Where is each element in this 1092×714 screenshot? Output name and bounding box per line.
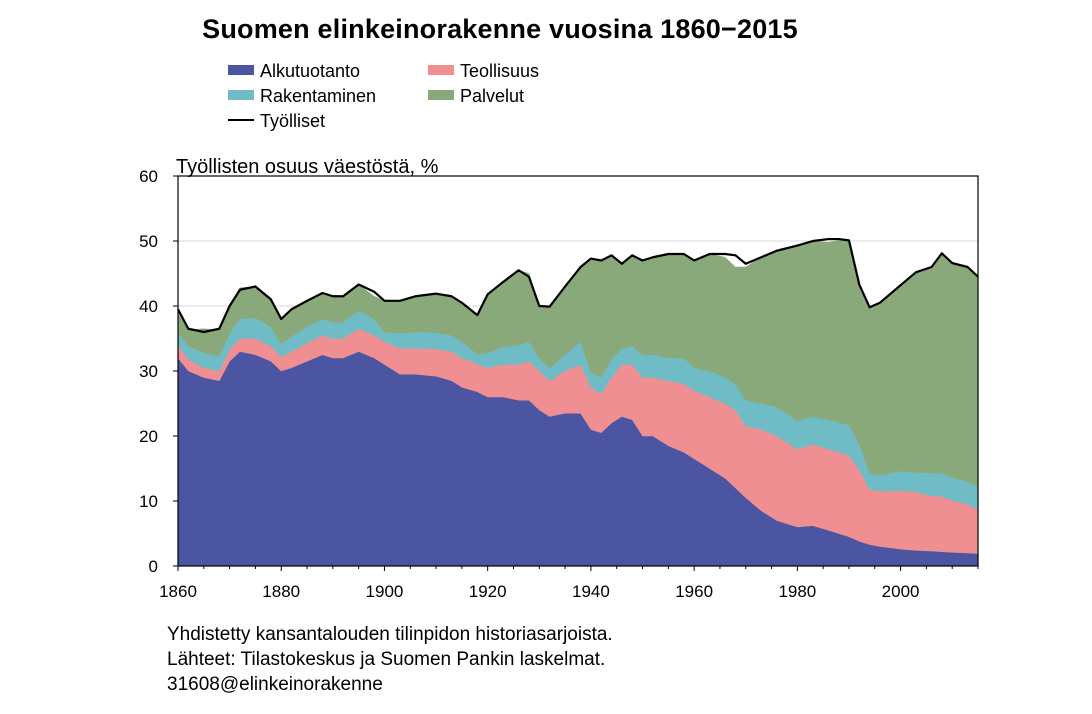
x-tick-label: 1920 xyxy=(469,582,507,601)
y-tick-label: 20 xyxy=(139,427,158,446)
legend-item-alkutuotanto: Alkutuotanto xyxy=(228,60,360,82)
line-tyolliset xyxy=(177,237,979,334)
y-tick-label: 30 xyxy=(139,362,158,381)
legend-label: Teollisuus xyxy=(460,61,540,81)
legend-item-rakentaminen: Rakentaminen xyxy=(228,85,376,107)
x-tick-label: 1900 xyxy=(366,582,404,601)
legend-swatch-rakentaminen xyxy=(228,90,254,101)
legend: Alkutuotanto Teollisuus Rakentaminen Pal… xyxy=(228,60,588,136)
chart-title: Suomen elinkeinorakenne vuosina 1860−201… xyxy=(202,14,798,44)
legend-label: Palvelut xyxy=(460,86,525,106)
x-tick-label: 1960 xyxy=(675,582,713,601)
x-tick-label: 1880 xyxy=(262,582,300,601)
legend-swatch-tyolliset xyxy=(228,119,254,122)
x-tick-label: 1980 xyxy=(778,582,816,601)
y-tick-label: 40 xyxy=(139,297,158,316)
legend-item-tyolliset: Työlliset xyxy=(228,110,325,132)
footer-sources: Lähteet: Tilastokeskus ja Suomen Pankin … xyxy=(167,649,606,670)
legend-label: Rakentaminen xyxy=(260,86,377,106)
legend-item-palvelut: Palvelut xyxy=(428,85,524,107)
footer: Yhdistetty kansantalouden tilinpidon his… xyxy=(167,622,613,697)
legend-swatch-alkutuotanto xyxy=(228,65,254,76)
footer-note: Yhdistetty kansantalouden tilinpidon his… xyxy=(167,624,613,645)
footer-code: 31608@elinkeinorakenne xyxy=(167,674,383,695)
y-axis-label: Työllisten osuus väestöstä, % xyxy=(176,156,439,178)
legend-label: Alkutuotanto xyxy=(260,61,361,81)
y-tick-label: 10 xyxy=(139,492,158,511)
y-tick-label: 60 xyxy=(139,167,158,186)
x-tick-label: 1860 xyxy=(159,582,197,601)
y-tick-label: 50 xyxy=(139,232,158,251)
legend-swatch-palvelut xyxy=(428,90,454,101)
x-tick-label: 2000 xyxy=(882,582,920,601)
legend-item-teollisuus: Teollisuus xyxy=(428,60,539,82)
legend-label: Työlliset xyxy=(260,111,326,131)
y-tick-label: 0 xyxy=(149,557,158,576)
x-tick-label: 1940 xyxy=(572,582,610,601)
legend-swatch-teollisuus xyxy=(428,65,454,76)
